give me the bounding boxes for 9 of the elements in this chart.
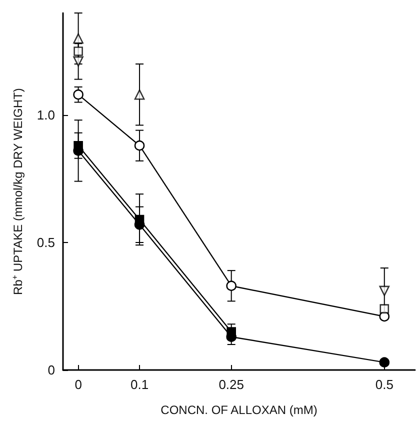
y-axis-title: Rb+ UPTAKE (mmol/kg DRY WEIGHT) [10, 88, 25, 295]
y-tick-label: 0.5 [36, 235, 55, 250]
x-tick-label: 0.1 [130, 377, 149, 392]
x-tick-label: 0.5 [375, 377, 394, 392]
x-tick-label: 0.25 [218, 377, 244, 392]
x-tick-label: 0 [74, 377, 82, 392]
x-axis-title: CONCN. OF ALLOXAN (mM) [160, 403, 318, 417]
y-tick-label: 1.0 [36, 108, 55, 122]
y-tick-label: 0 [48, 362, 55, 378]
